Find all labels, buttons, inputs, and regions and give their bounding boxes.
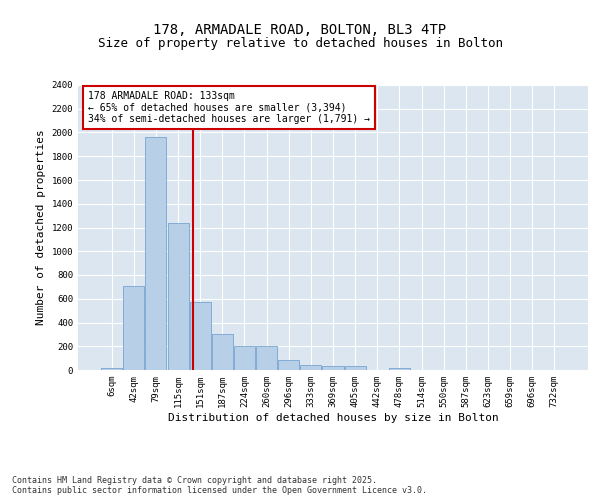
Bar <box>234 346 255 370</box>
Bar <box>389 368 410 370</box>
Bar <box>101 368 122 370</box>
Y-axis label: Number of detached properties: Number of detached properties <box>36 130 46 326</box>
Text: 178 ARMADALE ROAD: 133sqm
← 65% of detached houses are smaller (3,394)
34% of se: 178 ARMADALE ROAD: 133sqm ← 65% of detac… <box>88 90 370 124</box>
Bar <box>301 364 322 370</box>
Bar <box>124 286 145 370</box>
Text: Contains HM Land Registry data © Crown copyright and database right 2025.
Contai: Contains HM Land Registry data © Crown c… <box>12 476 427 495</box>
Bar <box>190 302 211 370</box>
Bar <box>145 137 166 370</box>
Text: Size of property relative to detached houses in Bolton: Size of property relative to detached ho… <box>97 38 503 51</box>
Text: 178, ARMADALE ROAD, BOLTON, BL3 4TP: 178, ARMADALE ROAD, BOLTON, BL3 4TP <box>154 22 446 36</box>
Bar <box>256 346 277 370</box>
Bar <box>167 223 188 370</box>
Bar <box>344 366 365 370</box>
Bar <box>322 366 344 370</box>
Bar <box>278 360 299 370</box>
Bar <box>212 334 233 370</box>
X-axis label: Distribution of detached houses by size in Bolton: Distribution of detached houses by size … <box>167 412 499 422</box>
